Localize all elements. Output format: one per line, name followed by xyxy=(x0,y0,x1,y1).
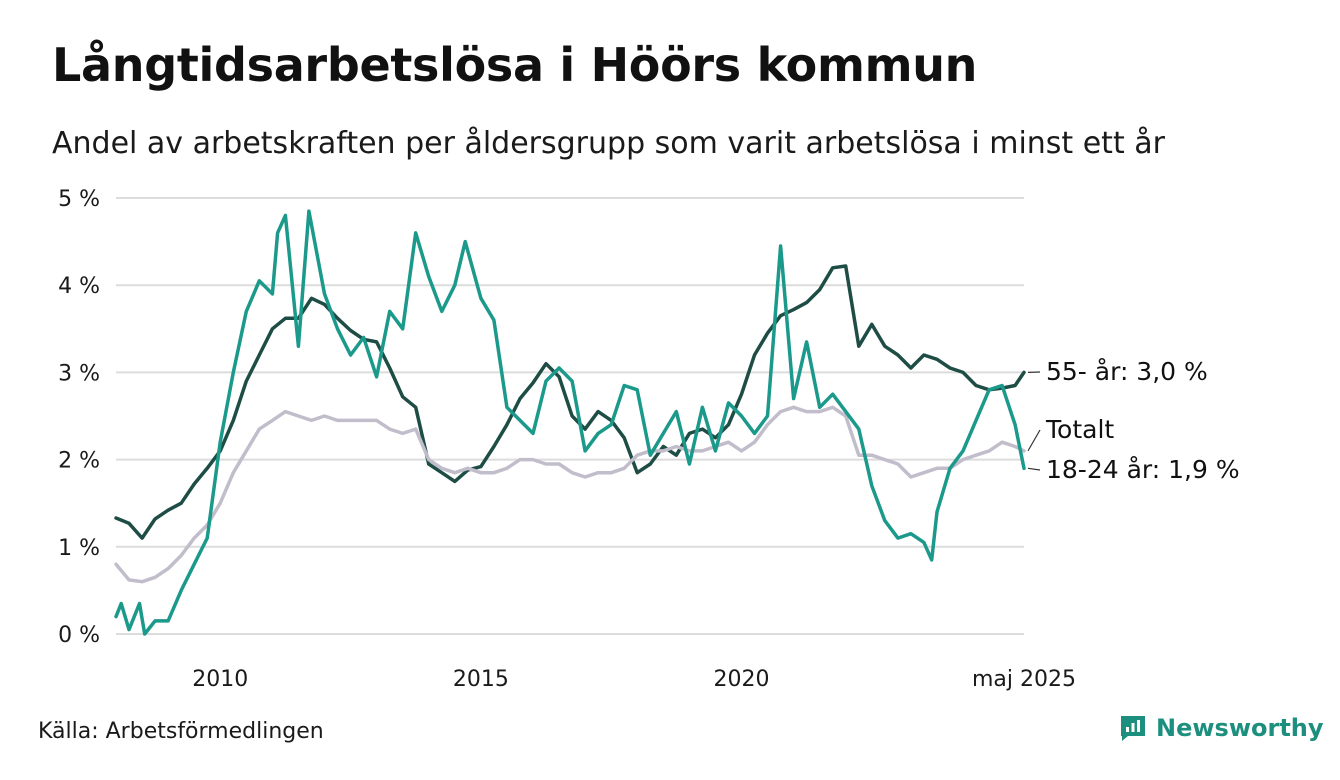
y-tick-label: 2 % xyxy=(58,449,100,474)
brand-name: Newsworthy xyxy=(1156,714,1324,742)
x-axis: 2010 2015 2020 maj 2025 xyxy=(192,667,1076,692)
series-end-label: Totalt xyxy=(1045,415,1114,444)
series-line-55- xyxy=(114,264,1026,540)
y-tick-label: 1 % xyxy=(58,536,100,561)
series-line-Totalt xyxy=(114,405,1026,584)
source-note: Källa: Arbetsförmedlingen xyxy=(38,719,324,744)
chart-subtitle: Andel av arbetskraften per åldersgrupp s… xyxy=(52,126,1165,161)
y-tick-label: 5 % xyxy=(58,187,100,212)
series-end-labels: 55- år: 3,0 % Totalt 18-24 år: 1,9 % xyxy=(1027,357,1240,484)
gridlines xyxy=(116,197,1024,635)
series-lines xyxy=(114,209,1026,636)
y-tick-label: 3 % xyxy=(58,361,100,386)
newsworthy-logo-icon xyxy=(1121,716,1145,741)
x-tick-label: maj 2025 xyxy=(972,667,1076,692)
chart-title: Långtidsarbetslösa i Höörs kommun xyxy=(52,38,978,92)
series-line-18-24 xyxy=(114,209,1026,636)
x-tick-label: 2020 xyxy=(713,667,769,692)
x-tick-label: 2010 xyxy=(192,667,248,692)
label-leader xyxy=(1027,467,1041,471)
series-end-label: 18-24 år: 1,9 % xyxy=(1046,455,1240,484)
y-tick-label: 0 % xyxy=(58,623,100,648)
y-tick-label: 4 % xyxy=(58,274,100,299)
brand-logo: Newsworthy xyxy=(1118,713,1324,743)
y-axis: 0 % 1 % 2 % 3 % 4 % 5 % xyxy=(58,187,100,648)
x-tick-label: 2015 xyxy=(453,667,509,692)
series-end-label: 55- år: 3,0 % xyxy=(1046,357,1208,386)
label-leader xyxy=(1027,429,1041,452)
